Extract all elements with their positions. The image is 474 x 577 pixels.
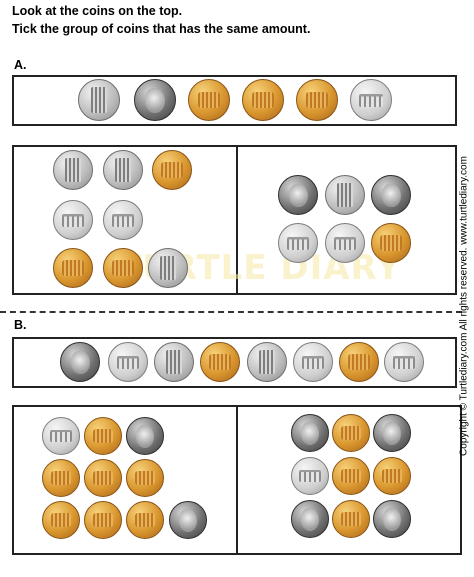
section-b-label: B.: [14, 318, 27, 332]
section-a-option-1-nickel-coin: [53, 200, 93, 240]
section-b-top-nickel-coin: [293, 342, 333, 382]
section-b-divider: [236, 405, 238, 555]
copyright-text: Copyright © Turtlediary.com All rights r…: [458, 156, 470, 456]
section-b-option-2-penny-coin: [332, 414, 370, 452]
instruction-line-1: Look at the coins on the top.: [12, 4, 183, 18]
section-a-option-1-penny-coin: [53, 248, 93, 288]
section-a-top-penny-coin: [296, 79, 338, 121]
section-a-option-1-penny-coin: [152, 150, 192, 190]
section-b-top-quarter-coin: [60, 342, 100, 382]
section-a-option-2-quarter-coin: [278, 175, 318, 215]
section-b-top-nickel-coin: [108, 342, 148, 382]
section-a-top-quarter-coin: [134, 79, 176, 121]
section-b-top-dime-coin: [247, 342, 287, 382]
section-a-top-penny-coin: [242, 79, 284, 121]
section-b-option-1-penny-coin: [84, 501, 122, 539]
section-a-label: A.: [14, 58, 27, 72]
section-b-option-2-nickel-coin: [291, 457, 329, 495]
section-b-option-2-quarter-coin: [291, 500, 329, 538]
section-a-option-1-dime-coin: [148, 248, 188, 288]
section-b-option-1-penny-coin: [42, 459, 80, 497]
section-b-option-1-penny-coin: [84, 459, 122, 497]
section-a-option-2-dime-coin: [325, 175, 365, 215]
section-b-option-1-penny-coin: [126, 501, 164, 539]
section-a-top-nickel-coin: [350, 79, 392, 121]
section-b-option-1-penny-coin: [42, 501, 80, 539]
section-b-option-1-quarter-coin: [169, 501, 207, 539]
section-a-option-1-penny-coin: [103, 248, 143, 288]
section-b-option-1-penny-coin: [126, 459, 164, 497]
section-b-option-2-penny-coin: [332, 500, 370, 538]
section-b-option-2-penny-coin: [332, 457, 370, 495]
section-a-option-1-nickel-coin: [103, 200, 143, 240]
section-a-option-1-dime-coin: [53, 150, 93, 190]
section-b-option-2-quarter-coin: [291, 414, 329, 452]
instruction-line-2: Tick the group of coins that has the sam…: [12, 22, 311, 36]
section-b-top-nickel-coin: [384, 342, 424, 382]
section-b-option-1-nickel-coin: [42, 417, 80, 455]
section-a-option-1-dime-coin: [103, 150, 143, 190]
section-b-option-2-quarter-coin: [373, 414, 411, 452]
section-a-top-dime-coin: [78, 79, 120, 121]
section-a-option-2-nickel-coin: [325, 223, 365, 263]
section-b-option-1-quarter-coin: [126, 417, 164, 455]
section-b-top-dime-coin: [154, 342, 194, 382]
section-b-top-penny-coin: [339, 342, 379, 382]
section-a-option-2-nickel-coin: [278, 223, 318, 263]
copyright-sidebar: Copyright © Turtlediary.com All rights r…: [454, 0, 474, 577]
section-a-top-penny-coin: [188, 79, 230, 121]
section-b-option-2-quarter-coin: [373, 500, 411, 538]
section-b-top-penny-coin: [200, 342, 240, 382]
section-a-option-2-quarter-coin: [371, 175, 411, 215]
section-b-option-1-penny-coin: [84, 417, 122, 455]
section-b-option-2-penny-coin: [373, 457, 411, 495]
section-a-divider: [236, 145, 238, 295]
section-divider: [0, 311, 462, 313]
section-a-option-2-penny-coin: [371, 223, 411, 263]
